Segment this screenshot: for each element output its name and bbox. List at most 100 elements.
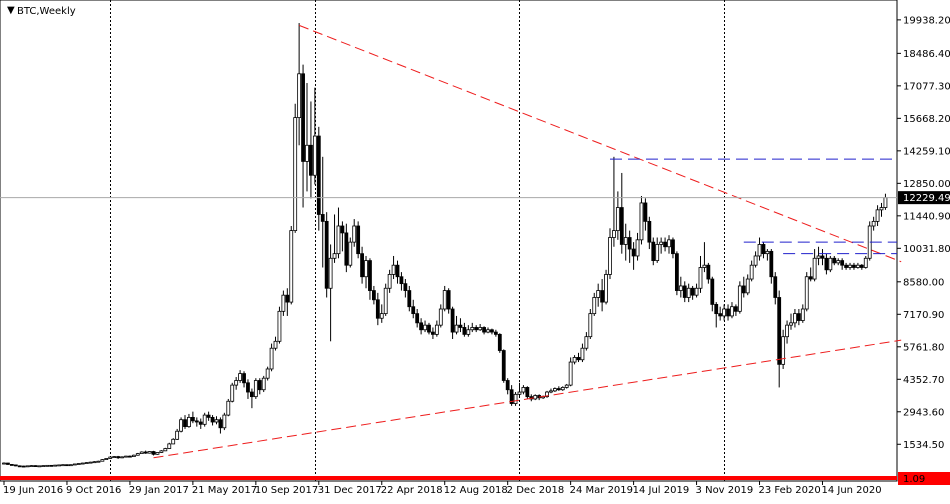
candle-body (257, 380, 262, 391)
candle-body (631, 248, 636, 257)
x-tick-label: 14 Jun 2020 (821, 485, 881, 496)
candle-body (120, 456, 124, 459)
y-tick-label: 7170.90 (903, 310, 944, 321)
candle-body (745, 278, 750, 294)
candle (364, 255, 368, 289)
candle-body (419, 322, 424, 331)
candle (210, 415, 215, 426)
candle (714, 302, 719, 328)
trendline (298, 24, 902, 263)
candle (198, 418, 203, 429)
min-price-tag: 1.09 (898, 472, 950, 485)
x-tick-label: 19 Jun 2016 (3, 485, 63, 496)
y-tick-label: 12850.00 (903, 179, 950, 190)
candle-body (612, 230, 616, 238)
candle (120, 456, 124, 459)
candle-body (68, 464, 73, 467)
candle (726, 304, 730, 321)
candle-body (505, 380, 510, 391)
candle (309, 101, 313, 199)
candle (336, 207, 341, 259)
candle (659, 237, 664, 254)
candle-body (434, 324, 439, 335)
candle-body (741, 285, 746, 294)
candle (722, 304, 727, 321)
candle (580, 343, 585, 363)
candle-body (859, 264, 864, 268)
candle-body (65, 464, 69, 467)
candle-body (277, 310, 282, 342)
candle (568, 357, 573, 387)
candle-body (466, 329, 471, 335)
candle-body (604, 274, 608, 303)
candle (482, 326, 486, 335)
candle (737, 281, 742, 314)
candle-body (840, 260, 845, 266)
candle-body (17, 465, 22, 468)
candle (749, 260, 754, 282)
y-tick-label: 11440.90 (903, 211, 950, 222)
candle (781, 329, 786, 369)
candle (96, 460, 101, 463)
candle (674, 251, 679, 296)
candle-body (356, 225, 361, 255)
candle-body (124, 455, 128, 458)
candle-body (438, 308, 443, 326)
candle (17, 465, 22, 468)
current-price-tag: 12229.49 (898, 191, 950, 205)
candle (431, 327, 435, 339)
candle (615, 191, 620, 240)
candle-body (202, 414, 207, 425)
candle (206, 411, 211, 421)
candle-body (289, 230, 294, 303)
candle-body (450, 308, 455, 333)
x-tick-label: 21 May 2017 (192, 485, 257, 496)
candle (277, 306, 282, 344)
candle (324, 212, 329, 298)
candle (525, 386, 530, 399)
candle-body (580, 347, 585, 361)
candle-body (352, 225, 357, 243)
candle-body (458, 324, 463, 328)
candle-body (128, 455, 132, 458)
candle (155, 451, 160, 455)
symbol-menu-icon[interactable]: ▼ (7, 5, 15, 16)
candle-body (293, 117, 298, 232)
candle (403, 279, 408, 298)
candle (190, 411, 195, 424)
x-tick-label: 3 Nov 2019 (696, 485, 754, 496)
candle (423, 320, 427, 333)
drawn-objects[interactable] (153, 24, 902, 459)
candle (848, 262, 852, 270)
candle-body (427, 324, 431, 333)
candle-body (45, 464, 50, 467)
candle (112, 456, 117, 459)
y-tick-label: 2943.60 (903, 407, 944, 418)
candle-body (340, 225, 345, 234)
candle-body (261, 377, 266, 391)
candle (131, 454, 136, 458)
candle-body (734, 306, 738, 312)
y-tick-label: 4352.70 (903, 375, 944, 386)
candle (816, 246, 821, 266)
candle-body (553, 388, 557, 392)
chart-title: BTC,Weekly (17, 6, 76, 17)
candle (415, 309, 420, 328)
candle (497, 333, 502, 353)
candle-body (556, 388, 561, 391)
candle-body (57, 464, 61, 467)
candle (151, 450, 156, 456)
candle (769, 249, 774, 284)
candle (474, 325, 479, 333)
candle (741, 276, 746, 298)
candle-body (521, 387, 526, 393)
candle (175, 428, 180, 440)
candle-body (592, 297, 597, 315)
candle-body (761, 244, 766, 255)
candle-body (53, 464, 58, 467)
candle (230, 382, 235, 403)
candle (301, 64, 305, 208)
candle-body (246, 382, 250, 393)
